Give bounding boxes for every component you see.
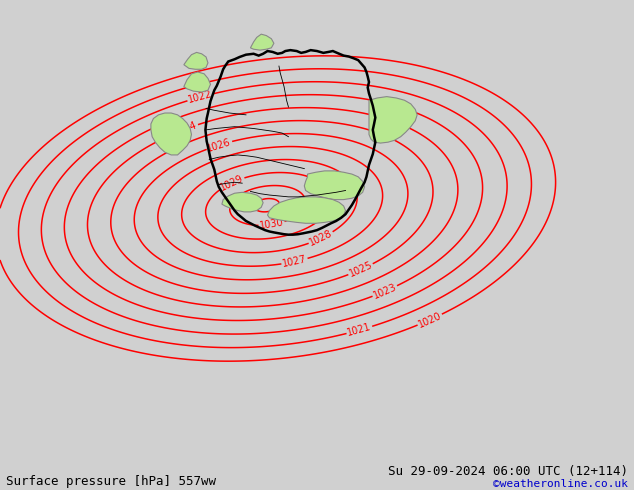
- Polygon shape: [476, 264, 634, 456]
- Polygon shape: [0, 0, 203, 114]
- Polygon shape: [184, 72, 210, 92]
- Polygon shape: [369, 97, 417, 143]
- Text: 1028: 1028: [307, 228, 334, 248]
- Polygon shape: [0, 0, 127, 182]
- Polygon shape: [184, 52, 208, 69]
- Polygon shape: [151, 113, 191, 155]
- Polygon shape: [190, 0, 571, 46]
- Polygon shape: [250, 34, 274, 50]
- Polygon shape: [456, 296, 634, 456]
- Text: 1023: 1023: [372, 282, 398, 301]
- Text: 1026: 1026: [206, 137, 233, 153]
- Polygon shape: [268, 197, 346, 223]
- Text: 1027: 1027: [281, 254, 307, 269]
- Text: 1029: 1029: [219, 173, 245, 193]
- Polygon shape: [558, 69, 634, 205]
- Polygon shape: [0, 0, 634, 46]
- Text: Su 29-09-2024 06:00 UTC (12+114): Su 29-09-2024 06:00 UTC (12+114): [387, 465, 628, 478]
- Text: 1022: 1022: [187, 89, 214, 105]
- Polygon shape: [0, 264, 127, 456]
- Text: 1020: 1020: [417, 310, 443, 329]
- Polygon shape: [0, 296, 76, 456]
- Polygon shape: [222, 192, 263, 212]
- Polygon shape: [558, 46, 634, 205]
- Text: 1024: 1024: [172, 120, 198, 138]
- Text: 1025: 1025: [347, 260, 374, 279]
- Text: Surface pressure [hPa] 557ww: Surface pressure [hPa] 557ww: [6, 474, 216, 488]
- Polygon shape: [304, 171, 365, 199]
- Text: 1030: 1030: [259, 218, 285, 231]
- Text: ©weatheronline.co.uk: ©weatheronline.co.uk: [493, 479, 628, 489]
- Text: 1021: 1021: [346, 322, 373, 338]
